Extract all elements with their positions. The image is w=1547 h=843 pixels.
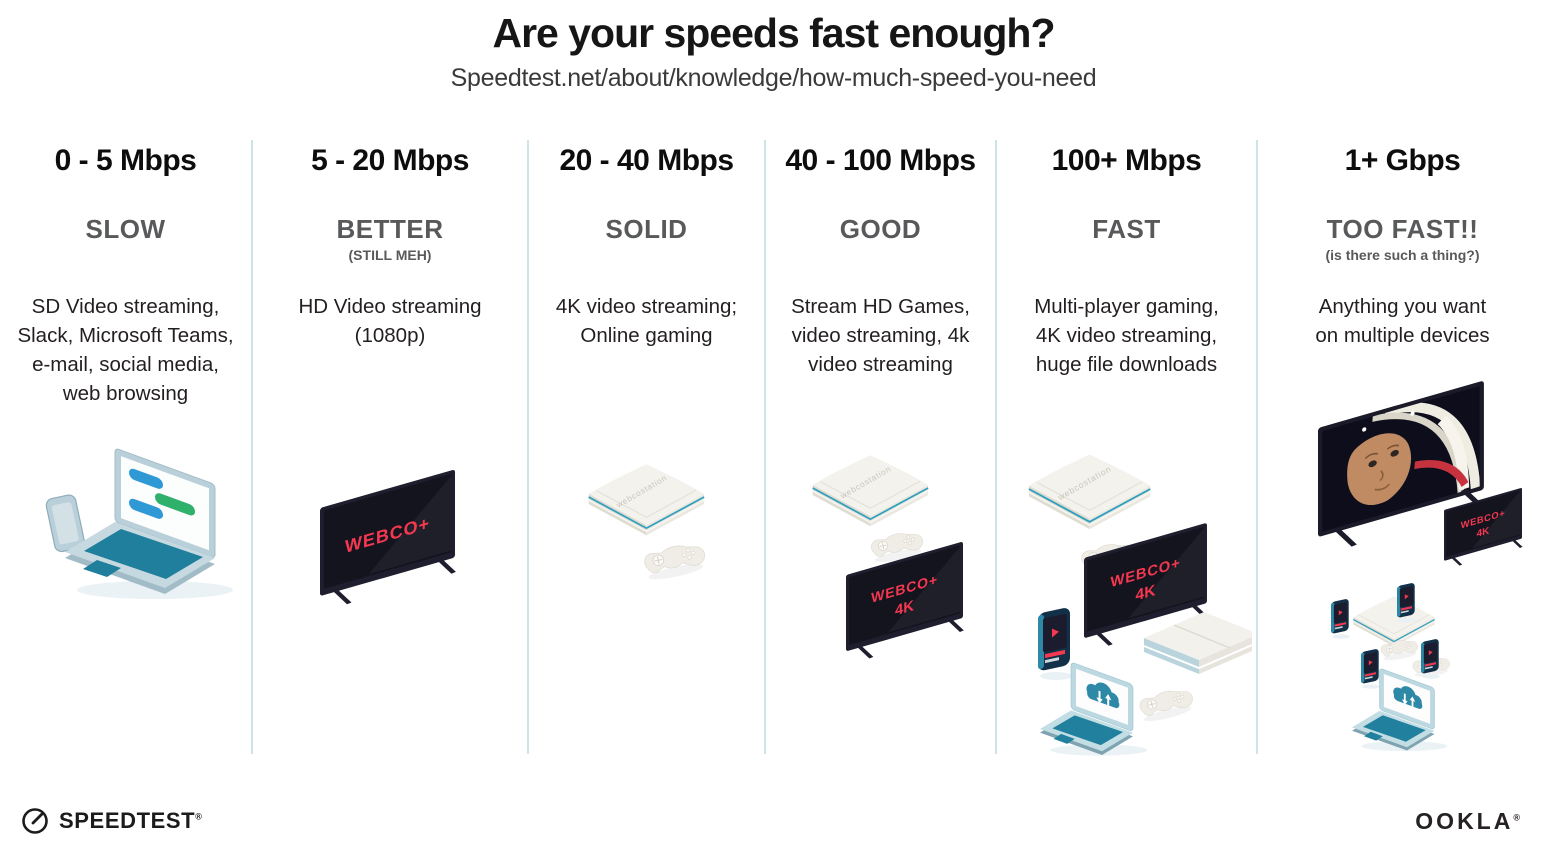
game-console-icon: webcostation <box>587 463 709 584</box>
speed-range: 0 - 5 Mbps <box>54 144 197 177</box>
tier-column-100-plus-mbps: 100+ Mbps FAST Multi-player gaming, 4K v… <box>997 140 1258 757</box>
console-and-tv-icons: webcostation WEBCO+ 4K <box>811 454 964 659</box>
rating-subnote: (is there such a thing?) <box>1325 247 1480 263</box>
tier-description: HD Video streaming (1080p) <box>298 295 482 347</box>
tier-description: SD Video streaming, Slack, Microsoft Tea… <box>17 295 234 405</box>
tier-description: Anything you want on multiple devices <box>1315 295 1490 347</box>
rating-label: FAST <box>1092 214 1161 244</box>
trademark-symbol: ® <box>195 811 203 822</box>
game-console-icon <box>1352 595 1436 648</box>
speedtest-wordmark: SPEEDTEST® <box>59 808 203 833</box>
rating-label: GOOD <box>839 214 922 244</box>
tier-column-1-plus-gbps: 1+ Gbps TOO FAST!! (is there such a thin… <box>1258 140 1547 754</box>
tier-description: 4K video streaming; Online gaming <box>555 295 738 347</box>
page-subtitle-url: Speedtest.net/about/knowledge/how-much-s… <box>450 64 1097 92</box>
tier-column-20-40-mbps: 20 - 40 Mbps SOLID 4K video streaming; O… <box>529 140 766 754</box>
tv-4k-icon: WEBCO+ 4K <box>846 541 964 659</box>
speed-tier-columns: 0 - 5 Mbps SLOW SD Video streaming, Slac… <box>0 140 1547 757</box>
gamepad-icon <box>642 539 709 584</box>
tier-description: Multi-player gaming, 4K video streaming,… <box>1034 295 1219 376</box>
tier-column-40-100-mbps: 40 - 100 Mbps GOOD Stream HD Games, vide… <box>766 140 997 754</box>
tv-4k-label: 4K <box>1477 525 1490 540</box>
smartphone-video-icon <box>1038 606 1072 680</box>
laptop-chat-icon <box>45 448 233 599</box>
smartphone-video-icon <box>1361 648 1380 689</box>
gamepad-icon <box>1137 685 1197 725</box>
multi-device-icons: webcostation WEBCO+ 4K <box>1028 453 1252 757</box>
tier-description: Stream HD Games, video streaming, 4k vid… <box>791 295 970 376</box>
tv-4k-icon: WEBCO+ 4K <box>1444 487 1523 566</box>
tv-4k-label: 4K <box>895 597 914 619</box>
game-console-icon: webcostation <box>811 454 929 528</box>
slim-console-icon <box>1143 611 1252 675</box>
speedtest-gauge-icon <box>22 808 48 834</box>
tv-icon: WEBCO+ <box>320 469 456 605</box>
speed-range: 40 - 100 Mbps <box>785 144 976 177</box>
page-title: Are your speeds fast enough? <box>492 10 1055 56</box>
ookla-logo: OOKLA® <box>1415 808 1523 835</box>
game-console-icon: webcostation <box>1028 453 1152 531</box>
speedtest-logo: SPEEDTEST® <box>20 806 202 836</box>
rating-label: BETTER <box>336 214 444 244</box>
speed-range: 100+ Mbps <box>1051 144 1202 177</box>
rating-label: SLOW <box>85 214 166 244</box>
speed-range: 5 - 20 Mbps <box>311 144 469 177</box>
ookla-wordmark: OOKLA <box>1415 808 1514 834</box>
rating-subnote: (STILL MEH) <box>348 247 432 263</box>
tv-4k-label: 4K <box>1136 582 1156 605</box>
tier-column-0-5-mbps: 0 - 5 Mbps SLOW SD Video streaming, Slac… <box>0 140 253 754</box>
trademark-symbol: ® <box>1513 812 1523 823</box>
tv-4k-icon: WEBCO+ 4K <box>1084 522 1208 646</box>
everything-device-icons: WEBCO+ 4K <box>1318 381 1523 752</box>
smartphone-video-icon <box>1331 598 1350 639</box>
tier-column-5-20-mbps: 5 - 20 Mbps BETTER (STILL MEH) HD Video … <box>253 140 529 754</box>
rating-label: SOLID <box>605 214 688 244</box>
speed-range: 1+ Gbps <box>1344 144 1461 177</box>
speed-range: 20 - 40 Mbps <box>559 144 734 177</box>
rating-label: TOO FAST!! <box>1326 214 1479 244</box>
